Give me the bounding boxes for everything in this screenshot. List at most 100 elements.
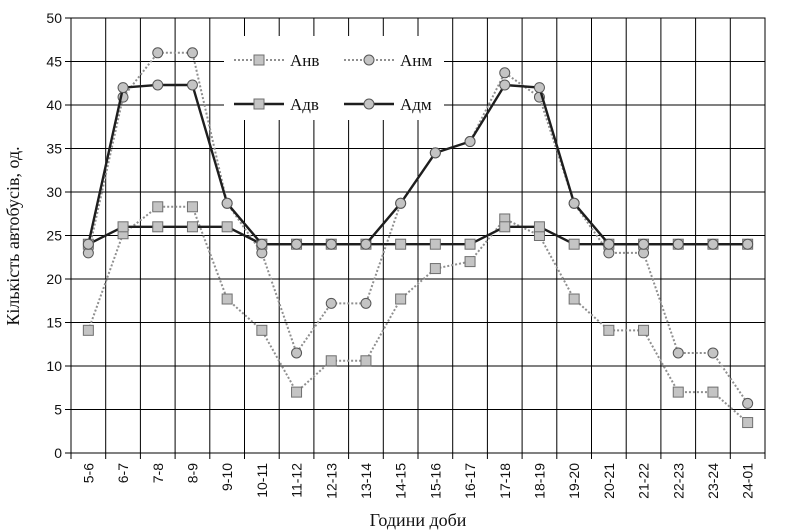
y-tick-label: 35 [46, 141, 62, 157]
data-point [360, 297, 372, 309]
x-tick-label: 17-18 [497, 463, 513, 499]
legend-item: Анв [234, 51, 319, 70]
data-point [325, 297, 337, 309]
data-point [672, 347, 684, 359]
legend-item: Адв [234, 95, 319, 114]
x-tick-label: 13-14 [358, 463, 374, 499]
y-tick-label: 40 [46, 97, 62, 113]
x-tick-label: 9-10 [219, 463, 235, 491]
series-1 [82, 201, 754, 429]
data-point [742, 238, 754, 250]
x-tick-label: 20-21 [601, 463, 617, 499]
y-tick-label: 25 [46, 228, 62, 244]
legend-label: Анм [400, 51, 432, 70]
y-axis-title: Кількість автобусів, од. [3, 146, 23, 325]
data-point [499, 221, 511, 233]
x-axis-tick-labels: 5-6 6-7 7-8 8-9 9-10 10-11 11-12 12-13 13-14 14-1… [80, 463, 755, 499]
data-point [82, 324, 94, 336]
y-axis-tick-labels: 0 5 10 15 20 25 30 35 40 45 50 [46, 10, 62, 461]
data-point [256, 238, 268, 250]
data-point [221, 221, 233, 233]
x-tick-label: 22-23 [670, 463, 686, 499]
legend-item: Анм [344, 51, 432, 70]
data-point [325, 355, 337, 367]
series-4 [82, 79, 754, 250]
data-point [395, 197, 407, 209]
y-tick-label: 30 [46, 184, 62, 200]
y-tick-label: 10 [46, 358, 62, 374]
data-point [603, 324, 615, 336]
data-point [533, 82, 545, 94]
x-tick-label: 10-11 [254, 463, 270, 498]
legend-label: Адв [290, 95, 319, 114]
data-point [221, 197, 233, 209]
legend-marker [253, 54, 265, 66]
x-tick-label: 18-19 [531, 463, 547, 499]
legend-marker [253, 98, 265, 110]
data-point [429, 238, 441, 250]
data-point [464, 256, 476, 268]
data-point [568, 197, 580, 209]
data-point [395, 293, 407, 305]
data-point [395, 238, 407, 250]
data-point [429, 263, 441, 275]
data-point [117, 221, 129, 233]
y-tick-label: 20 [46, 271, 62, 287]
y-tick-label: 5 [54, 402, 62, 418]
x-tick-label: 5-6 [80, 463, 96, 483]
data-point [291, 238, 303, 250]
data-point [707, 347, 719, 359]
data-point [291, 386, 303, 398]
x-tick-label: 16-17 [462, 463, 478, 499]
x-tick-label: 19-20 [566, 463, 582, 499]
data-point [568, 238, 580, 250]
data-point [603, 238, 615, 250]
data-point [117, 82, 129, 94]
y-tick-label: 15 [46, 315, 62, 331]
y-tick-label: 50 [46, 10, 62, 26]
data-point [152, 221, 164, 233]
x-tick-label: 8-9 [184, 463, 200, 483]
data-point [464, 136, 476, 148]
x-axis-title: Години доби [370, 510, 467, 530]
data-point [186, 221, 198, 233]
x-tick-label: 21-22 [636, 463, 652, 499]
data-point [568, 293, 580, 305]
data-point [533, 221, 545, 233]
data-point [638, 324, 650, 336]
data-point [256, 324, 268, 336]
data-point [186, 47, 198, 59]
x-tick-label: 12-13 [323, 463, 339, 499]
plot-border [70, 17, 766, 454]
x-tick-label: 15-16 [427, 463, 443, 499]
data-point [82, 238, 94, 250]
x-tick-label: 6-7 [115, 463, 131, 483]
data-point [152, 47, 164, 59]
legend-item: Адм [344, 95, 432, 114]
data-point [672, 386, 684, 398]
series-layer [82, 47, 754, 429]
data-point [360, 355, 372, 367]
data-point [325, 238, 337, 250]
series-line [87, 83, 748, 246]
data-point [221, 293, 233, 305]
x-tick-label: 24-01 [740, 463, 756, 499]
series-line [87, 51, 749, 404]
y-tick-label: 45 [46, 54, 62, 70]
data-point [186, 79, 198, 91]
data-point [152, 79, 164, 91]
data-point [152, 201, 164, 213]
data-point [707, 238, 719, 250]
legend-label: Анв [290, 51, 319, 70]
data-point [499, 79, 511, 91]
data-point [291, 347, 303, 359]
legend-marker [363, 98, 375, 110]
y-tick-label: 0 [54, 445, 62, 461]
data-point [499, 67, 511, 79]
legend-label: Адм [400, 95, 432, 114]
data-point [429, 147, 441, 159]
data-point [707, 386, 719, 398]
legend-marker [363, 54, 375, 66]
data-point [186, 201, 198, 213]
